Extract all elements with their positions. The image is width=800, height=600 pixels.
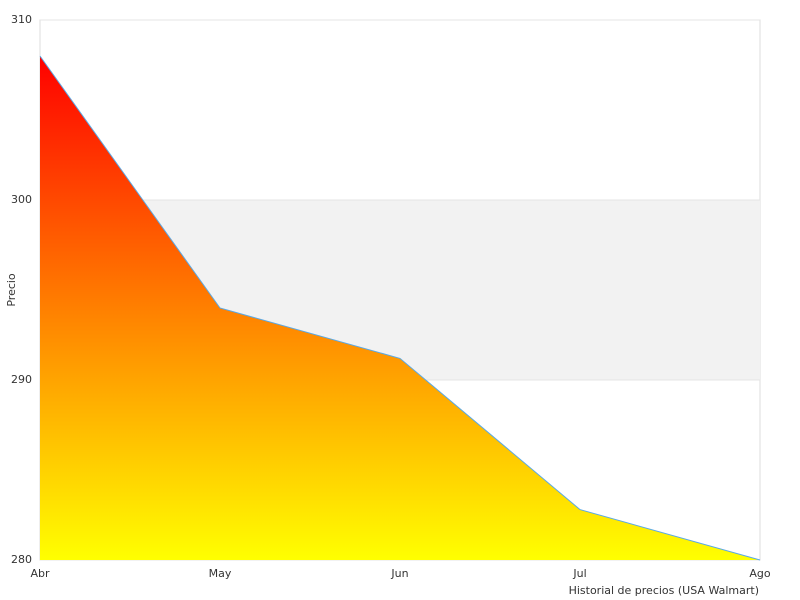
y-tick-label: 280 (11, 553, 32, 566)
y-tick-label: 290 (11, 373, 32, 386)
x-tick-label: Jul (572, 567, 586, 580)
x-tick-label: Jun (390, 567, 408, 580)
x-tick-label: May (209, 567, 232, 580)
y-tick-label: 300 (11, 193, 32, 206)
x-tick-label: Ago (749, 567, 771, 580)
area (40, 56, 760, 560)
line (39, 55, 761, 561)
y-tick-label: 310 (11, 13, 32, 26)
x-tick-label: Abr (30, 567, 50, 580)
x-axis-label: Historial de precios (USA Walmart) (569, 584, 759, 597)
y-axis-label: Precio (5, 273, 18, 307)
